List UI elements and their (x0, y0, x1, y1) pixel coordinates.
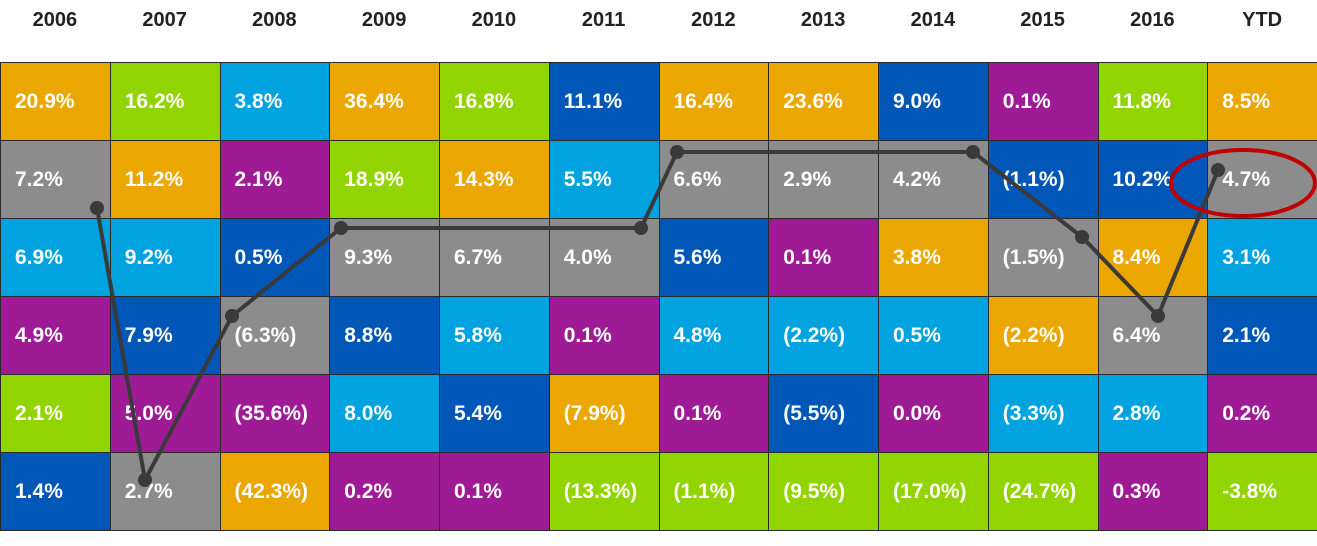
return-cell: 11.8% (1097, 62, 1209, 141)
return-cell: (5.5%) (768, 374, 879, 453)
return-cell: 4.8% (658, 296, 770, 375)
column-header: 2009 (361, 9, 407, 31)
return-cell: (17.0%) (878, 452, 989, 531)
return-cell: (24.7%) (987, 452, 1099, 531)
return-cell: (2.2%) (987, 296, 1099, 375)
return-cell: 0.0% (878, 374, 989, 453)
return-cell: (3.3%) (987, 374, 1099, 453)
column-header: 2016 (1130, 9, 1175, 31)
return-cell: 0.5% (219, 218, 331, 297)
return-cell: 2.7% (109, 452, 221, 531)
return-cell: 16.4% (658, 62, 770, 141)
return-cell: 4.7% (1207, 140, 1317, 219)
return-cell: 4.0% (548, 218, 660, 297)
column-header: 2011 (581, 9, 626, 31)
return-cell: 11.2% (109, 140, 221, 219)
return-cell: 0.5% (878, 296, 989, 375)
return-cell: 2.8% (1097, 374, 1209, 453)
column-header: 2008 (252, 9, 297, 31)
return-cell: 0.1% (439, 452, 550, 531)
return-cell: 6.7% (439, 218, 550, 297)
return-cell: (7.9%) (548, 374, 660, 453)
return-cell: 16.2% (109, 62, 221, 141)
return-cell: 0.3% (1097, 452, 1209, 531)
return-cell: 2.9% (768, 140, 879, 219)
return-cell: 6.6% (658, 140, 770, 219)
column-header: 2006 (32, 9, 78, 31)
return-cell: 8.0% (329, 374, 440, 453)
return-cell: 8.4% (1097, 218, 1209, 297)
column-header: 2013 (800, 9, 846, 31)
return-cell: 7.9% (109, 296, 221, 375)
return-cell: (42.3%) (219, 452, 331, 531)
return-cell: 0.2% (1207, 374, 1317, 453)
return-cell: (1.1%) (987, 140, 1099, 219)
return-cell: 18.9% (329, 140, 440, 219)
column-header: 2014 (910, 9, 956, 31)
return-cell: 0.1% (768, 218, 879, 297)
return-cell: 10.2% (1097, 140, 1209, 219)
return-cell: 3.8% (878, 218, 989, 297)
return-cell: -3.8% (1207, 452, 1317, 531)
return-cell: 5.8% (439, 296, 550, 375)
return-cell: 23.6% (768, 62, 879, 141)
column-header: 2007 (142, 9, 187, 31)
return-cell: 0.1% (987, 62, 1099, 141)
return-cell: (2.2%) (768, 296, 879, 375)
return-cell: 3.1% (1207, 218, 1317, 297)
return-cell: 2.1% (0, 374, 111, 453)
return-cell: 5.4% (439, 374, 550, 453)
return-cell: 8.8% (329, 296, 440, 375)
return-cell: 9.0% (878, 62, 989, 141)
return-cell: 14.3% (439, 140, 550, 219)
column-header: 2015 (1020, 9, 1065, 31)
return-cell: 0.1% (658, 374, 770, 453)
return-cell: 0.1% (548, 296, 660, 375)
return-cell: (1.1%) (658, 452, 770, 531)
return-cell: 1.4% (0, 452, 111, 531)
return-cell: 2.1% (219, 140, 331, 219)
column-header: YTD (1242, 9, 1283, 31)
column-header: 2012 (691, 9, 736, 31)
return-cell: 9.2% (109, 218, 221, 297)
return-cell: (6.3%) (219, 296, 331, 375)
return-cell: 20.9% (0, 62, 111, 141)
return-cell: 11.1% (548, 62, 660, 141)
return-cell: 5.6% (658, 218, 770, 297)
return-cell: (9.5%) (768, 452, 879, 531)
return-cell: 5.5% (548, 140, 660, 219)
return-cell: (13.3%) (548, 452, 660, 531)
return-cell: 6.4% (1097, 296, 1209, 375)
return-cell: 0.2% (329, 452, 440, 531)
return-cell: 3.8% (219, 62, 331, 141)
return-cell: 2.1% (1207, 296, 1317, 375)
return-cell: 4.9% (0, 296, 111, 375)
return-cell: 8.5% (1207, 62, 1317, 141)
return-cell: 7.2% (0, 140, 111, 219)
return-cell: (1.5%) (987, 218, 1099, 297)
return-cell: (35.6%) (219, 374, 331, 453)
return-cell: 16.8% (439, 62, 550, 141)
column-header: 2010 (471, 9, 517, 31)
return-cell: 6.9% (0, 218, 111, 297)
return-cell: 5.0% (109, 374, 221, 453)
return-cell: 9.3% (329, 218, 440, 297)
return-cell: 36.4% (329, 62, 440, 141)
return-cell: 4.2% (878, 140, 989, 219)
